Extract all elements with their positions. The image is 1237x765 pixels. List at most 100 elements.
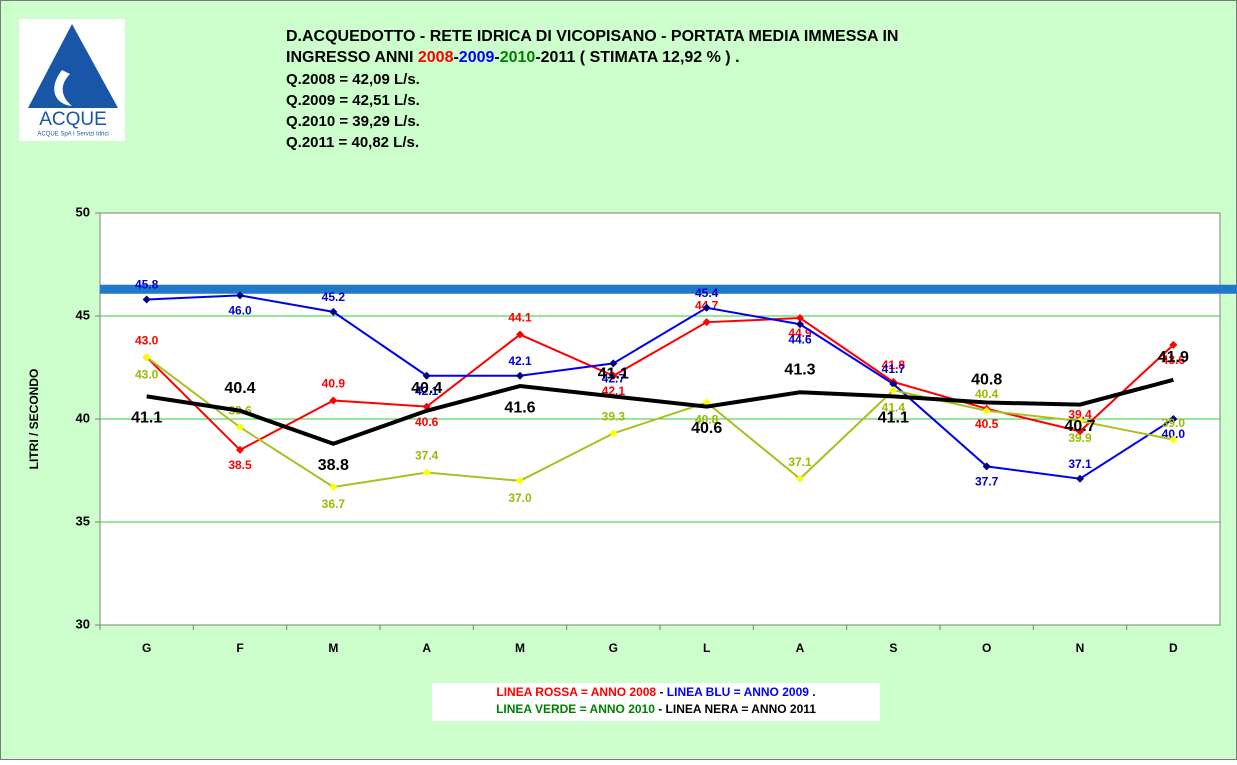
marker: [609, 429, 618, 438]
title-line: D.ACQUEDOTTO - RETE IDRICA DI VICOPISANO…: [286, 28, 898, 45]
data-label: 42.1: [415, 384, 439, 398]
title-piece: 2009: [459, 49, 495, 66]
marker: [329, 307, 338, 316]
marker: [982, 406, 991, 415]
data-label: 43.6: [1162, 353, 1186, 367]
marker: [329, 482, 338, 491]
data-label: 40.4: [224, 380, 255, 397]
data-label: 37.0: [508, 491, 532, 505]
data-label: 41.6: [504, 399, 535, 416]
data-label: 37.7: [975, 475, 999, 489]
x-tick-label: M: [515, 641, 525, 655]
data-label: 41.3: [784, 361, 815, 378]
series-line: [146, 356, 1174, 489]
marker: [796, 474, 804, 483]
series-line: [146, 377, 1174, 446]
y-tick-label: 35: [76, 513, 90, 528]
x-tick-label: G: [142, 641, 151, 655]
legend-line: LINEA ROSSA = ANNO 2008 - LINEA BLU = AN…: [496, 685, 815, 699]
x-tick-label: A: [422, 641, 431, 655]
data-label: 37.1: [788, 455, 812, 469]
logo-tagline: ACQUE SpA I Servizi Idrici: [37, 132, 108, 138]
marker: [982, 462, 991, 471]
data-label: 40.4: [411, 380, 442, 397]
data-label: 41.1: [878, 410, 909, 427]
data-label: 39.9: [1068, 431, 1092, 445]
data-label: 41.8: [882, 358, 906, 372]
marker: [516, 330, 524, 339]
data-label: 44.9: [788, 326, 812, 340]
data-label: 44.1: [508, 311, 532, 325]
marker: [1076, 417, 1084, 426]
marker: [889, 386, 898, 395]
data-label: 40.9: [322, 377, 346, 391]
marker: [142, 353, 151, 362]
legend-line: LINEA VERDE = ANNO 2010 - LINEA NERA = A…: [496, 702, 816, 716]
y-tick-label: 50: [76, 204, 90, 219]
marker: [236, 445, 244, 454]
data-label: 37.4: [415, 449, 439, 463]
marker: [329, 396, 338, 405]
data-label: 41.9: [1158, 349, 1189, 366]
data-label: 41.1: [131, 410, 162, 427]
logo-drop: [54, 70, 72, 106]
data-label: 39.3: [602, 410, 626, 424]
series-line: [146, 294, 1174, 480]
marker: [516, 371, 524, 380]
data-label: 43.0: [135, 333, 159, 347]
data-label: 39.0: [1162, 416, 1186, 430]
data-label: 40.7: [1064, 418, 1095, 435]
marker: [796, 314, 804, 323]
marker: [1076, 474, 1084, 483]
data-label: 44.6: [788, 332, 812, 346]
x-tick-label: O: [982, 641, 991, 655]
marker: [1169, 340, 1178, 349]
data-label: 41.1: [598, 366, 629, 383]
legend-piece: .: [809, 685, 816, 699]
subtitle-line: Q.2011 = 40,82 L/s.: [286, 134, 419, 151]
marker: [702, 318, 711, 327]
title-line: INGRESSO ANNI 2008-2009-2010-2011 ( STIM…: [286, 49, 740, 66]
data-label: 42.7: [602, 372, 626, 386]
x-tick-label: N: [1076, 641, 1085, 655]
data-label: 37.1: [1068, 457, 1092, 471]
marker: [516, 476, 524, 485]
x-tick-label: F: [236, 641, 243, 655]
data-label: 40.8: [695, 413, 719, 427]
marker: [796, 320, 804, 329]
marker: [236, 423, 244, 432]
legend-piece: - LINEA NERA = ANNO 2011: [655, 702, 816, 716]
legend-piece: LINEA ROSSA = ANNO 2008: [496, 685, 656, 699]
legend-piece: LINEA VERDE = ANNO 2010: [496, 702, 655, 716]
data-label: 45.2: [322, 290, 346, 304]
title-piece: -: [494, 49, 499, 66]
data-label: 45.4: [695, 286, 719, 300]
subtitle-line: Q.2010 = 39,29 L/s.: [286, 113, 420, 130]
data-label: 40.8: [971, 372, 1002, 389]
x-tick-label: D: [1169, 641, 1178, 655]
marker: [1169, 435, 1178, 444]
data-label: 38.8: [318, 457, 349, 474]
y-tick-label: 30: [76, 616, 90, 631]
legend-box: [432, 683, 880, 721]
x-tick-label: G: [609, 641, 618, 655]
data-label: 41.7: [882, 362, 906, 376]
data-label: 40.5: [975, 417, 999, 431]
data-label: 36.7: [322, 497, 346, 511]
data-label: 40.6: [691, 420, 722, 437]
data-label: 46.0: [228, 304, 252, 318]
y-axis-label: LITRI / SECONDO: [27, 369, 41, 470]
x-tick-label: A: [796, 641, 805, 655]
title-piece: 2008: [418, 49, 454, 66]
data-label: 41.4: [882, 400, 906, 414]
legend-piece: LINEA BLU = ANNO 2009: [667, 685, 809, 699]
subtitle-line: Q.2008 = 42,09 L/s.: [286, 71, 420, 88]
marker: [422, 371, 431, 380]
marker: [236, 291, 244, 300]
marker: [889, 379, 898, 388]
y-tick-label: 45: [76, 307, 90, 322]
subtitle-line: Q.2009 = 42,51 L/s.: [286, 92, 420, 109]
marker: [1169, 415, 1178, 423]
marker: [1076, 427, 1084, 436]
